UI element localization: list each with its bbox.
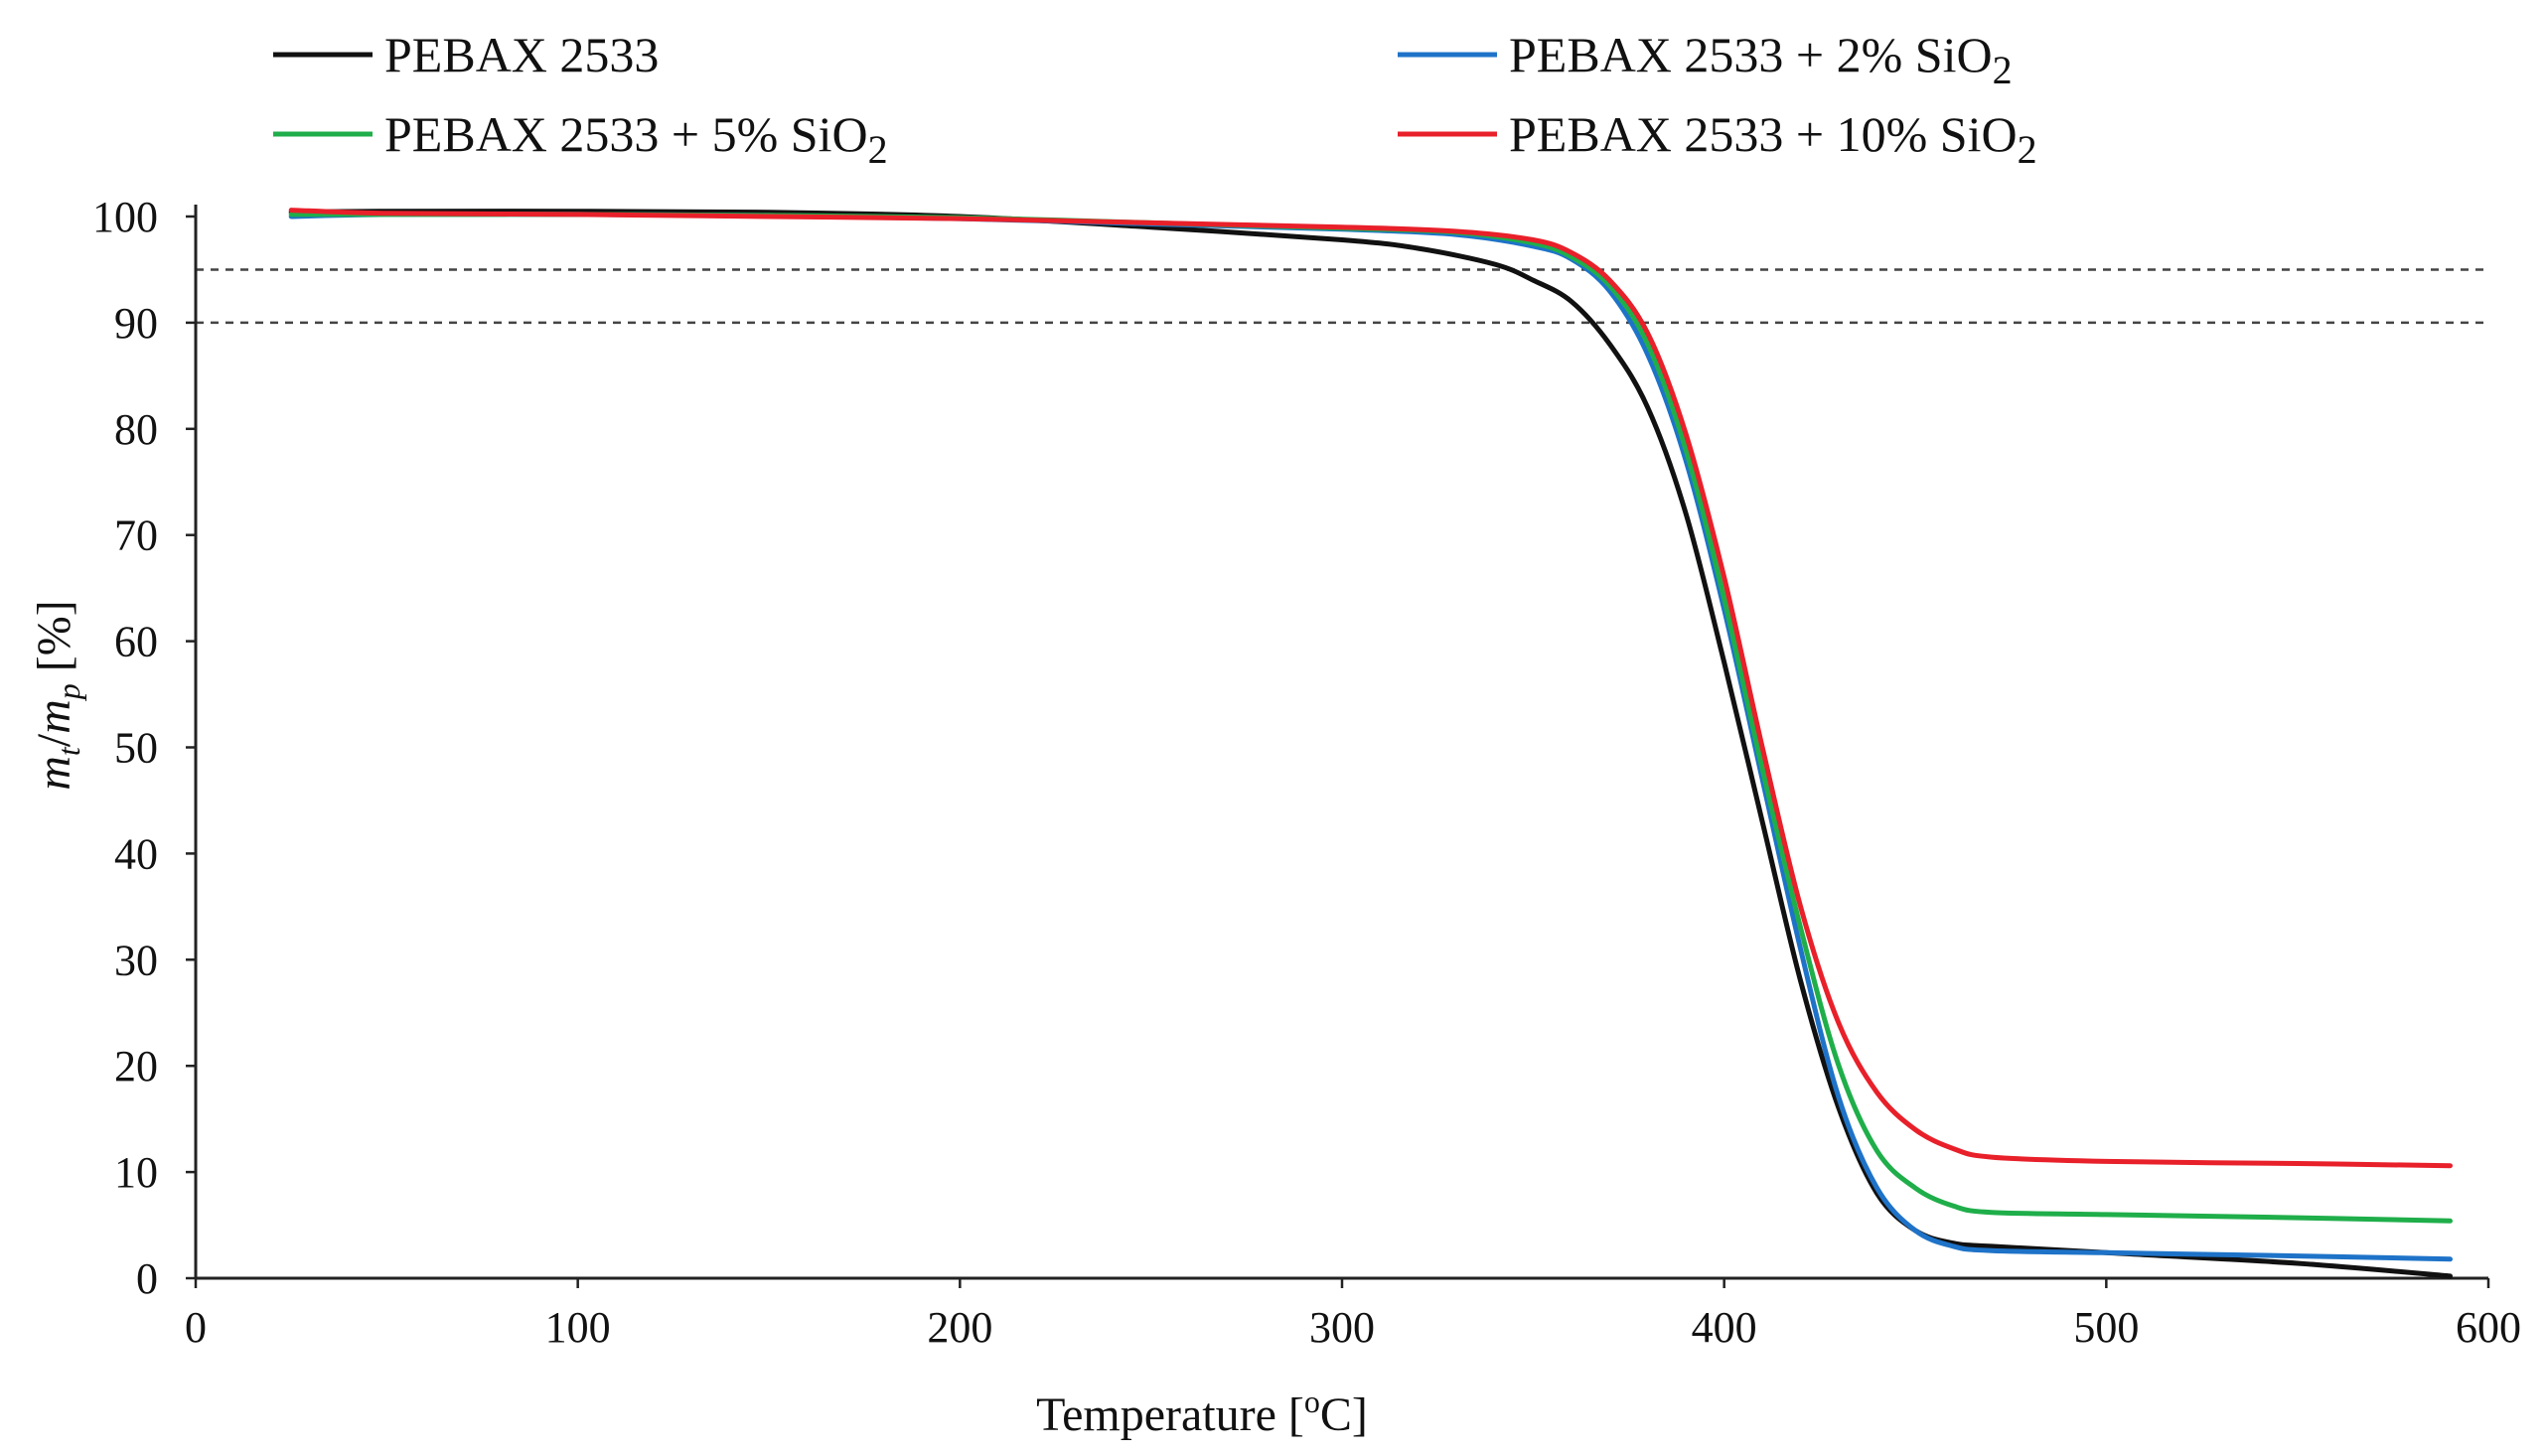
legend-label: PEBAX 2533 + 2% SiO2 <box>1509 27 2013 92</box>
data-series <box>288 208 2453 1279</box>
reference-lines <box>196 268 2488 325</box>
x-tick-label: 100 <box>545 1303 611 1352</box>
x-tick-label: 300 <box>1309 1303 1375 1352</box>
legend-label: PEBAX 2533 + 10% SiO2 <box>1509 106 2037 172</box>
series-line-pebax-2533-10-sio2 <box>288 208 2453 1169</box>
x-tick-label: 0 <box>185 1303 207 1352</box>
x-tick-label: 600 <box>2456 1303 2521 1352</box>
y-tick-label: 70 <box>114 511 158 560</box>
y-tick-label: 10 <box>114 1148 158 1197</box>
y-tick-label: 20 <box>114 1042 158 1091</box>
y-tick-label: 50 <box>114 724 158 773</box>
legend-item: PEBAX 2533 + 5% SiO2 <box>273 106 888 172</box>
legend-item: PEBAX 2533 + 10% SiO2 <box>1398 106 2037 172</box>
x-axis-ticks: 0 100 200 300 400 500 600 <box>185 1278 2521 1352</box>
x-axis-title: Temperature [oC] <box>1036 1383 1368 1441</box>
legend: PEBAX 2533 PEBAX 2533 + 2% SiO2 PEBAX 2533… <box>273 27 2037 172</box>
legend-label: PEBAX 2533 + 5% SiO2 <box>384 106 888 172</box>
y-tick-label: 30 <box>114 936 158 984</box>
y-axis-ticks: 0 10 20 30 40 50 60 70 80 90 100 <box>92 193 196 1303</box>
series-line-pebax-2533 <box>288 209 2453 1279</box>
x-tick-label: 400 <box>1692 1303 1757 1352</box>
x-tick-label: 500 <box>2073 1303 2139 1352</box>
legend-label: PEBAX 2533 <box>384 27 659 82</box>
legend-item: PEBAX 2533 + 2% SiO2 <box>1398 27 2013 92</box>
y-axis-title: mt/mp [%] <box>28 600 86 791</box>
y-tick-label: 40 <box>114 829 158 878</box>
y-tick-label: 90 <box>114 299 158 348</box>
y-tick-label: 80 <box>114 405 158 454</box>
y-tick-label: 60 <box>114 618 158 666</box>
y-tick-label: 100 <box>92 193 158 241</box>
legend-item: PEBAX 2533 <box>273 27 659 82</box>
y-tick-label: 0 <box>136 1254 158 1303</box>
x-tick-label: 200 <box>927 1303 992 1352</box>
